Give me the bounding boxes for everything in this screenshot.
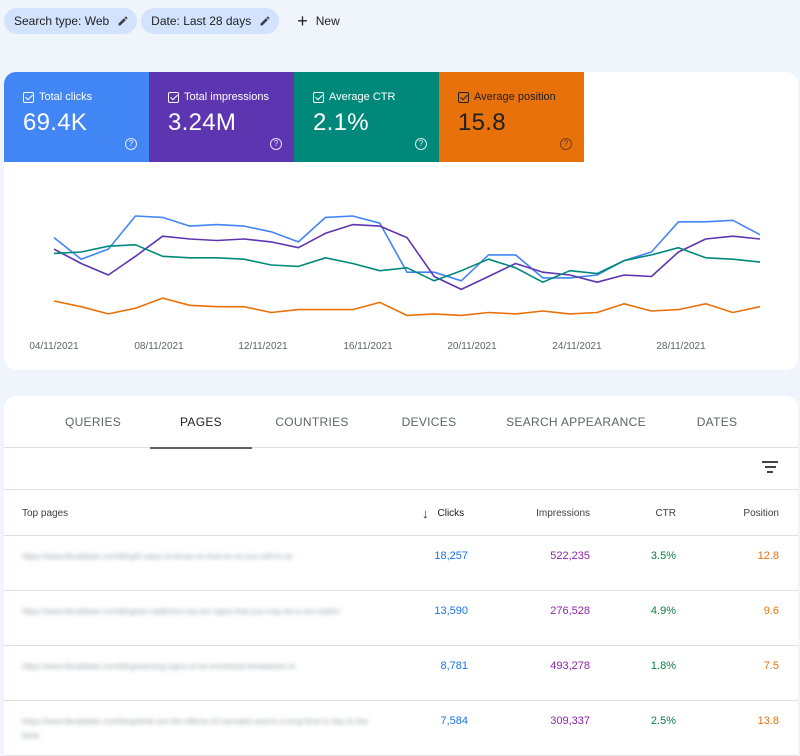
checkbox-icon — [23, 91, 34, 103]
metric-label: Average CTR — [329, 91, 396, 103]
table-header: Top pages ↓ Clicks Impressions CTR Posit… — [4, 490, 798, 536]
table-row[interactable]: https://www.tbcabbate.com/blog/what-are-… — [4, 701, 798, 756]
position-value: 12.8 — [757, 550, 779, 562]
impressions-value: 493,278 — [550, 660, 590, 672]
metric-total-impressions[interactable]: Total impressions 3.24M ? — [149, 72, 294, 162]
edit-icon — [259, 15, 271, 27]
impressions-value: 309,337 — [550, 715, 590, 727]
new-filter-label: New — [315, 14, 340, 28]
position-value: 9.6 — [763, 605, 779, 617]
checkbox-icon — [313, 91, 324, 103]
x-tick-label: 04/11/2021 — [29, 341, 79, 352]
table-filter-row — [4, 448, 798, 490]
new-filter-button[interactable]: + New — [297, 12, 340, 30]
ctr-value: 4.9% — [650, 605, 676, 617]
column-header-clicks[interactable]: ↓ Clicks — [422, 507, 464, 520]
column-header-label: Clicks — [437, 508, 465, 519]
x-tick-label: 28/11/2021 — [656, 341, 706, 352]
help-icon[interactable]: ? — [270, 138, 282, 150]
performance-chart-card: 04/11/2021 08/11/2021 12/11/2021 16/11/2021… — [4, 72, 798, 370]
report-table-card: QUERIES PAGES COUNTRIES DEVICES SEARCH A… — [4, 396, 798, 756]
help-icon[interactable]: ? — [415, 138, 427, 150]
impressions-value: 522,235 — [550, 550, 590, 562]
series-line-total-impressions — [53, 223, 761, 291]
page-url[interactable]: https://www.tbcabbate.com/blog/are-addic… — [22, 607, 340, 616]
column-header-impressions[interactable]: Impressions — [536, 508, 590, 519]
help-icon[interactable]: ? — [560, 138, 572, 150]
checkbox-icon — [168, 91, 179, 103]
clicks-value: 18,257 — [434, 550, 468, 562]
position-value: 7.5 — [763, 660, 779, 672]
plus-icon: + — [297, 11, 308, 31]
page-url[interactable]: https://www.tbcabbate.com/blog/warning-s… — [22, 662, 296, 671]
search-type-chip[interactable]: Search type: Web — [4, 8, 138, 34]
sort-down-icon: ↓ — [422, 506, 429, 521]
chip-label: Search type: Web — [14, 14, 110, 28]
performance-line-chart: 04/11/2021 08/11/2021 12/11/2021 16/11/2021… — [29, 215, 761, 352]
metric-label: Average position — [474, 91, 556, 103]
metric-average-ctr[interactable]: Average CTR 2.1% ? — [294, 72, 439, 162]
clicks-value: 13,590 — [434, 605, 468, 617]
help-icon[interactable]: ? — [125, 138, 137, 150]
filter-icon[interactable] — [762, 461, 778, 475]
table-row[interactable]: https://www.tbcabbate.com/blog/are-addic… — [4, 591, 798, 646]
filter-bar: Search type: Web Date: Last 28 days + Ne… — [0, 8, 340, 34]
tab-pages[interactable]: PAGES — [150, 396, 252, 449]
series-line-average-position — [53, 297, 761, 317]
dimension-tabs: QUERIES PAGES COUNTRIES DEVICES SEARCH A… — [4, 396, 798, 449]
column-header-ctr[interactable]: CTR — [655, 508, 676, 519]
metric-total-clicks[interactable]: Total clicks 69.4K ? — [4, 72, 149, 162]
position-value: 13.8 — [757, 715, 779, 727]
metric-value: 2.1% — [313, 109, 369, 136]
page-url[interactable]: https://www.tbcabbate.com/blog/what-are-… — [22, 717, 371, 740]
series-line-average-ctr — [53, 244, 761, 283]
x-tick-label: 24/11/2021 — [552, 341, 602, 352]
tab-search-appearance[interactable]: SEARCH APPEARANCE — [506, 415, 646, 429]
column-header-top-pages: Top pages — [22, 508, 69, 519]
metric-value: 3.24M — [168, 109, 237, 136]
date-range-chip[interactable]: Date: Last 28 days — [141, 8, 280, 34]
metric-label: Total impressions — [184, 91, 269, 103]
series-line-total-clicks — [53, 215, 761, 282]
impressions-value: 276,528 — [550, 605, 590, 617]
metric-label: Total clicks — [39, 91, 93, 103]
tab-queries[interactable]: QUERIES — [64, 415, 122, 429]
ctr-value: 3.5% — [650, 550, 676, 562]
metric-value: 15.8 — [458, 109, 506, 136]
clicks-value: 7,584 — [440, 715, 468, 727]
x-tick-label: 12/11/2021 — [238, 341, 288, 352]
table-row[interactable]: https://www.tbcabbate.com/blog/5-ways-to… — [4, 536, 798, 591]
x-tick-label: 16/11/2021 — [343, 341, 393, 352]
tab-countries[interactable]: COUNTRIES — [275, 415, 349, 429]
clicks-value: 8,781 — [440, 660, 468, 672]
x-tick-label: 20/11/2021 — [447, 341, 497, 352]
metric-cards: Total clicks 69.4K ? Total impressions 3… — [4, 72, 584, 162]
tab-devices[interactable]: DEVICES — [401, 415, 457, 429]
tab-dates[interactable]: DATES — [696, 415, 738, 429]
checkbox-icon — [458, 91, 469, 103]
column-header-position[interactable]: Position — [743, 508, 779, 519]
edit-icon — [117, 15, 129, 27]
page-url[interactable]: https://www.tbcabbate.com/blog/5-ways-to… — [22, 552, 293, 561]
table-row[interactable]: https://www.tbcabbate.com/blog/warning-s… — [4, 646, 798, 701]
chip-label: Date: Last 28 days — [151, 14, 252, 28]
metric-value: 69.4K — [23, 109, 88, 136]
ctr-value: 2.5% — [650, 715, 676, 727]
x-tick-label: 08/11/2021 — [134, 341, 184, 352]
ctr-value: 1.8% — [650, 660, 676, 672]
metric-average-position[interactable]: Average position 15.8 ? — [439, 72, 584, 162]
